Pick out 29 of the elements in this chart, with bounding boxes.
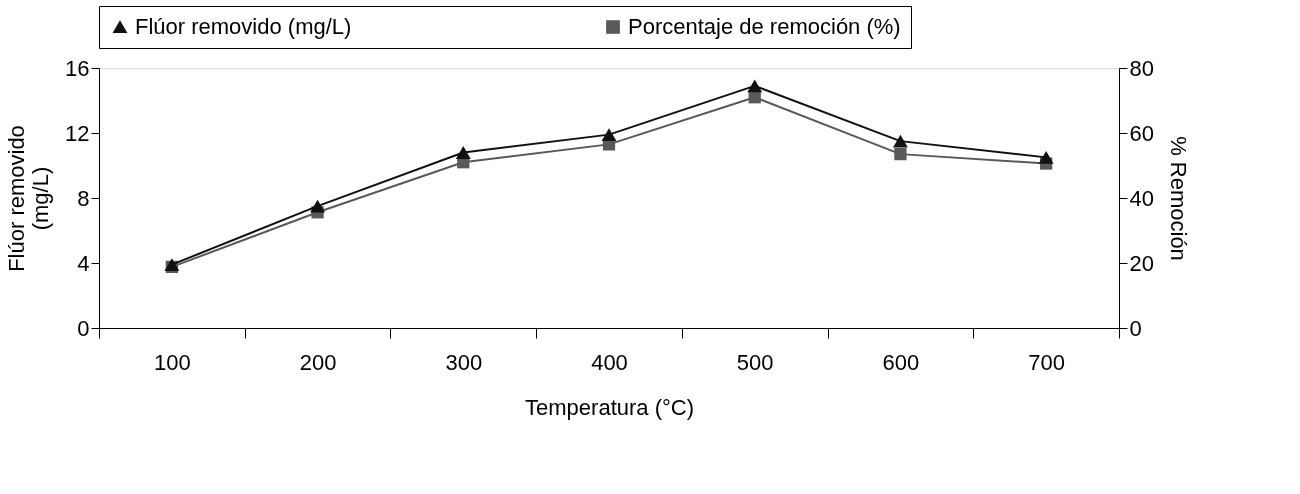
legend-label: Porcentaje de remoción (%) — [628, 14, 901, 39]
x-tick-label: 700 — [1028, 349, 1065, 375]
point — [1038, 150, 1054, 164]
y-tick-label: 16 — [65, 55, 90, 81]
x-axis-title: Temperatura (°C) — [525, 394, 694, 420]
y-tick-label: 0 — [77, 315, 90, 341]
y2-tick-label: 40 — [1129, 185, 1154, 211]
point — [601, 128, 617, 142]
x-tick-label: 500 — [736, 349, 774, 375]
y2-tick-label: 0 — [1129, 315, 1142, 341]
point — [747, 79, 763, 93]
y2-axis-title: % Remoción — [1165, 136, 1191, 261]
y-tick-label: 8 — [77, 185, 90, 211]
x-tick-label: 200 — [299, 349, 337, 375]
y-axis-title: Flúor removido (mg/L) — [4, 125, 54, 272]
y2-tick-label: 80 — [1129, 55, 1154, 81]
x-tick-label: 300 — [445, 349, 483, 375]
legend-label: Flúor removido (mg/L) — [135, 14, 352, 39]
y2-tick-label: 60 — [1129, 120, 1154, 146]
point — [455, 146, 471, 159]
y-tick-label: 4 — [77, 250, 90, 276]
x-tick-label: 400 — [591, 349, 628, 375]
point — [310, 199, 325, 213]
y2-tick-label: 20 — [1129, 250, 1154, 276]
y-tick-label: 12 — [65, 120, 90, 146]
x-tick-label: 600 — [882, 349, 920, 375]
x-tick-label: 100 — [154, 349, 191, 375]
point — [893, 134, 908, 148]
point — [894, 148, 907, 161]
